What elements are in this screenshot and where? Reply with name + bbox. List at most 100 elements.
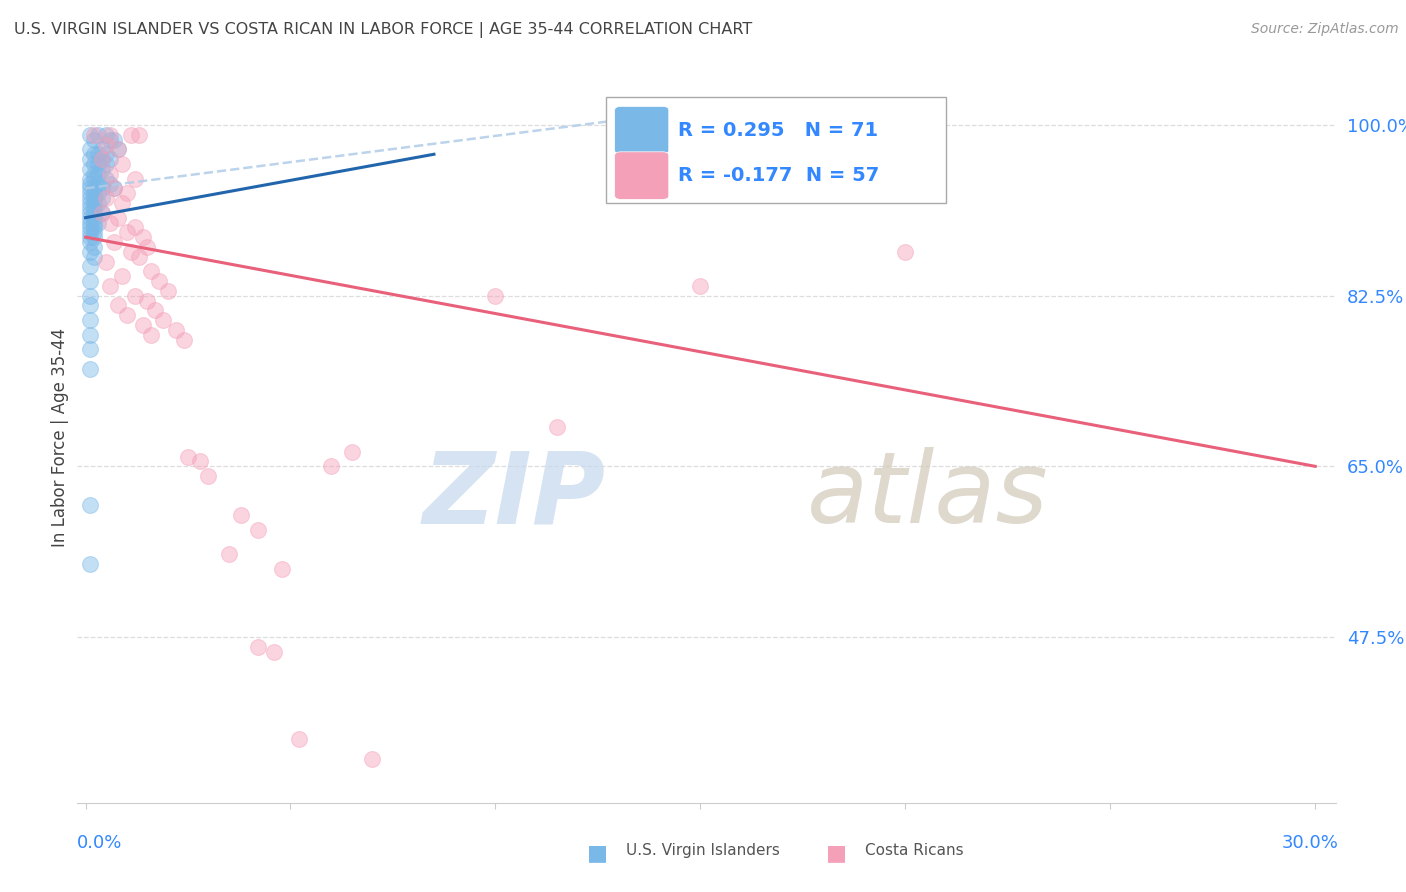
Point [87,167,110,181]
Point [79,142,101,156]
Point [139,264,162,278]
Point [83,147,105,161]
Point [361,752,384,766]
Point [120,244,142,259]
Point [83,215,105,229]
Point [79,235,101,249]
Point [87,186,110,201]
FancyBboxPatch shape [614,106,669,154]
Point [90,206,112,220]
Point [83,171,105,186]
Point [83,230,105,244]
Point [79,220,101,235]
Point [87,177,110,191]
Point [231,508,253,522]
Text: ■: ■ [588,843,607,863]
Text: 30.0%: 30.0% [1282,834,1339,852]
Point [107,211,129,225]
Point [246,640,269,654]
Point [263,645,285,659]
FancyBboxPatch shape [606,97,946,203]
Point [148,274,170,288]
Point [79,260,101,274]
Point [79,288,101,302]
Point [136,240,159,254]
Point [83,186,105,201]
Point [156,284,179,298]
Point [79,181,101,195]
Point [98,152,121,166]
Point [98,279,121,293]
Point [79,215,101,229]
Point [165,323,187,337]
Point [79,206,101,220]
Text: R = -0.177  N = 57: R = -0.177 N = 57 [678,167,879,186]
Point [143,303,166,318]
Point [79,343,101,357]
Point [103,181,125,195]
Point [321,459,343,474]
Text: 0.0%: 0.0% [77,834,122,852]
Point [177,450,200,464]
Point [689,279,711,293]
Point [79,171,101,186]
Point [83,225,105,239]
Point [83,206,105,220]
Point [83,191,105,205]
Point [188,454,211,468]
Point [94,137,117,152]
Point [103,181,125,195]
Point [246,523,269,537]
Point [98,167,121,181]
Point [115,308,138,322]
Point [90,181,112,195]
Point [894,244,917,259]
Point [83,196,105,211]
Point [94,147,117,161]
Point [83,201,105,215]
Text: R = 0.295   N = 71: R = 0.295 N = 71 [678,121,877,140]
Text: U.S. Virgin Islanders: U.S. Virgin Islanders [626,843,779,858]
Text: ZIP: ZIP [423,447,606,544]
Point [83,250,105,264]
Point [79,225,101,239]
Point [79,557,101,571]
Point [87,157,110,171]
Point [197,469,219,483]
Point [111,269,134,284]
Point [271,562,294,576]
Point [79,298,101,312]
Point [79,191,101,205]
Point [128,128,150,142]
Point [111,157,134,171]
FancyBboxPatch shape [614,152,669,200]
Point [124,288,146,302]
Point [218,547,240,561]
Point [87,128,110,142]
Point [83,128,105,142]
Point [90,142,112,156]
Point [139,327,162,342]
Point [79,313,101,327]
Point [124,171,146,186]
Point [94,128,117,142]
Point [546,420,568,434]
Text: ■: ■ [827,843,846,863]
Point [98,215,121,229]
Text: U.S. VIRGIN ISLANDER VS COSTA RICAN IN LABOR FORCE | AGE 35-44 CORRELATION CHART: U.S. VIRGIN ISLANDER VS COSTA RICAN IN L… [14,22,752,38]
Text: atlas: atlas [807,447,1049,544]
Point [152,313,174,327]
Point [79,499,101,513]
Point [79,177,101,191]
Point [484,288,506,302]
Point [115,186,138,201]
Point [94,254,117,268]
Point [79,361,101,376]
Point [103,133,125,147]
Point [79,201,101,215]
Point [98,133,121,147]
Point [87,196,110,211]
Text: Source: ZipAtlas.com: Source: ZipAtlas.com [1251,22,1399,37]
Point [340,444,363,458]
Point [79,244,101,259]
